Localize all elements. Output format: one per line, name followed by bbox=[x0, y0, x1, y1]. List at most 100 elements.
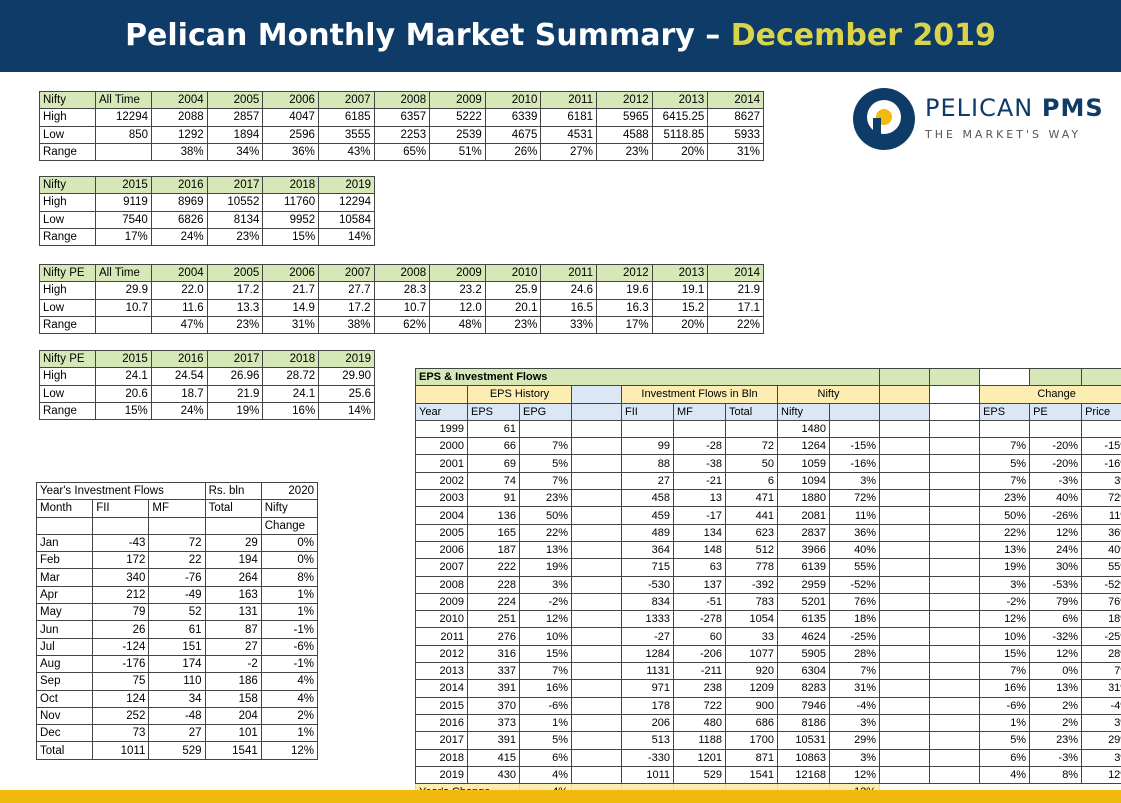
table-cell: 7% bbox=[979, 662, 1031, 681]
table-cell: 204 bbox=[204, 706, 262, 726]
table-cell: 722 bbox=[673, 696, 726, 715]
table-cell: 3555 bbox=[317, 125, 375, 144]
table-cell: -52% bbox=[1081, 575, 1121, 594]
table-cell bbox=[879, 437, 931, 456]
table-row: High 29.9 22.0 17.2 21.7 27.7 28.3 23.2 25.9 24.6… bbox=[39, 281, 764, 300]
table-cell: Low bbox=[39, 384, 96, 403]
table-cell: 5905 bbox=[777, 644, 830, 664]
table-cell: 1131 bbox=[621, 662, 674, 681]
table-cell: Range bbox=[39, 401, 96, 421]
table-cell: Feb bbox=[35, 551, 94, 570]
table-cell: 14% bbox=[318, 227, 375, 247]
table-cell bbox=[204, 516, 262, 535]
table-cell: 1077 bbox=[725, 644, 778, 664]
table-cell: 1011 bbox=[92, 741, 150, 760]
table-cell bbox=[929, 489, 981, 508]
pelican-logo: PELICAN PMS THE MARKET'S WAY bbox=[853, 88, 1103, 150]
table-header-row: Nifty 2015 2016 2017 2018 2019 bbox=[39, 175, 375, 195]
table-cell bbox=[929, 662, 981, 681]
group-eps-history: EPS History bbox=[467, 385, 572, 404]
table-cell: 5933 bbox=[707, 125, 764, 144]
table-cell: 16% bbox=[262, 401, 320, 421]
column-header: 2012 bbox=[596, 90, 653, 110]
table-cell bbox=[879, 696, 931, 715]
table-cell bbox=[571, 558, 622, 577]
table-cell: 9119 bbox=[95, 193, 152, 212]
table-cell: 91 bbox=[467, 489, 520, 508]
column-header: Month bbox=[35, 499, 94, 518]
table-cell: 4675 bbox=[484, 125, 542, 144]
table-cell: 5965 bbox=[596, 108, 653, 127]
table-cell: -6% bbox=[519, 696, 572, 715]
table-cell bbox=[929, 592, 981, 612]
table-cell bbox=[879, 540, 931, 560]
table-cell bbox=[929, 575, 981, 594]
table-cell bbox=[571, 523, 622, 542]
table-cell: Apr bbox=[35, 585, 94, 605]
table-cell: 1700 bbox=[725, 731, 778, 750]
column-header: FII bbox=[92, 499, 150, 518]
table-cell bbox=[879, 454, 931, 473]
table-cell: 6304 bbox=[777, 662, 830, 681]
table-cell: 3% bbox=[1081, 748, 1121, 767]
table-cell: -6% bbox=[260, 637, 319, 656]
table-cell: -15% bbox=[1081, 437, 1121, 456]
table-cell: 513 bbox=[621, 731, 674, 750]
page-header: Pelican Monthly Market Summary – Decembe… bbox=[0, 0, 1121, 72]
table-cell: 50% bbox=[519, 506, 572, 525]
table-cell bbox=[92, 516, 150, 535]
column-header: 2018 bbox=[262, 349, 320, 369]
table-cell: 62% bbox=[373, 315, 431, 335]
table-cell: -330 bbox=[621, 748, 674, 767]
table-cell: 194 bbox=[204, 551, 262, 570]
table-cell: 27.7 bbox=[317, 281, 375, 300]
table-cell: 29.9 bbox=[95, 281, 152, 300]
table-cell: 12% bbox=[1081, 765, 1121, 785]
table-cell: 21.7 bbox=[262, 281, 319, 300]
table-cell bbox=[1081, 367, 1121, 387]
table-cell: 1059 bbox=[777, 454, 830, 473]
table-cell bbox=[571, 592, 622, 612]
table-cell bbox=[673, 419, 726, 439]
table-cell bbox=[148, 516, 206, 535]
table-cell: 19.1 bbox=[651, 281, 709, 300]
table-cell: 6415.25 bbox=[651, 108, 709, 127]
table-cell: Jan bbox=[35, 533, 94, 553]
table-cell: 36% bbox=[1081, 523, 1121, 542]
table-cell bbox=[571, 765, 622, 785]
table-cell: 2837 bbox=[777, 523, 830, 542]
table-cell: 7540 bbox=[95, 210, 152, 229]
table-cell: 50% bbox=[979, 506, 1031, 525]
table-cell: 187 bbox=[467, 540, 520, 560]
logo-name: PELICAN bbox=[925, 94, 1034, 122]
eps-title-row: EPS & Investment Flows bbox=[414, 367, 1121, 387]
column-header: Nifty bbox=[777, 402, 830, 421]
table-cell: 48% bbox=[429, 315, 486, 335]
table-cell: 18% bbox=[828, 610, 881, 629]
table-cell: 783 bbox=[725, 592, 778, 612]
table-cell: Sep bbox=[35, 672, 94, 691]
table-cell: 2005 bbox=[415, 523, 468, 542]
table-cell: 1094 bbox=[777, 471, 830, 491]
table-cell: 134 bbox=[673, 523, 726, 542]
column-header: Total bbox=[725, 402, 778, 421]
table-cell: -49 bbox=[148, 585, 206, 605]
table-cell bbox=[571, 471, 622, 491]
table-cell bbox=[879, 575, 931, 594]
table-cell bbox=[879, 679, 931, 698]
table-cell: 2016 bbox=[415, 713, 468, 733]
table-cell: 7% bbox=[979, 437, 1031, 456]
table-cell: 10% bbox=[979, 627, 1031, 646]
table-cell: 1188 bbox=[673, 731, 726, 750]
table-cell: 23% bbox=[484, 315, 542, 335]
table-cell bbox=[879, 713, 931, 733]
table-cell: 69 bbox=[467, 454, 520, 473]
table-header-row: Nifty PE 2015 2016 2017 2018 2019 bbox=[39, 349, 375, 369]
table-cell: 1894 bbox=[206, 125, 264, 144]
